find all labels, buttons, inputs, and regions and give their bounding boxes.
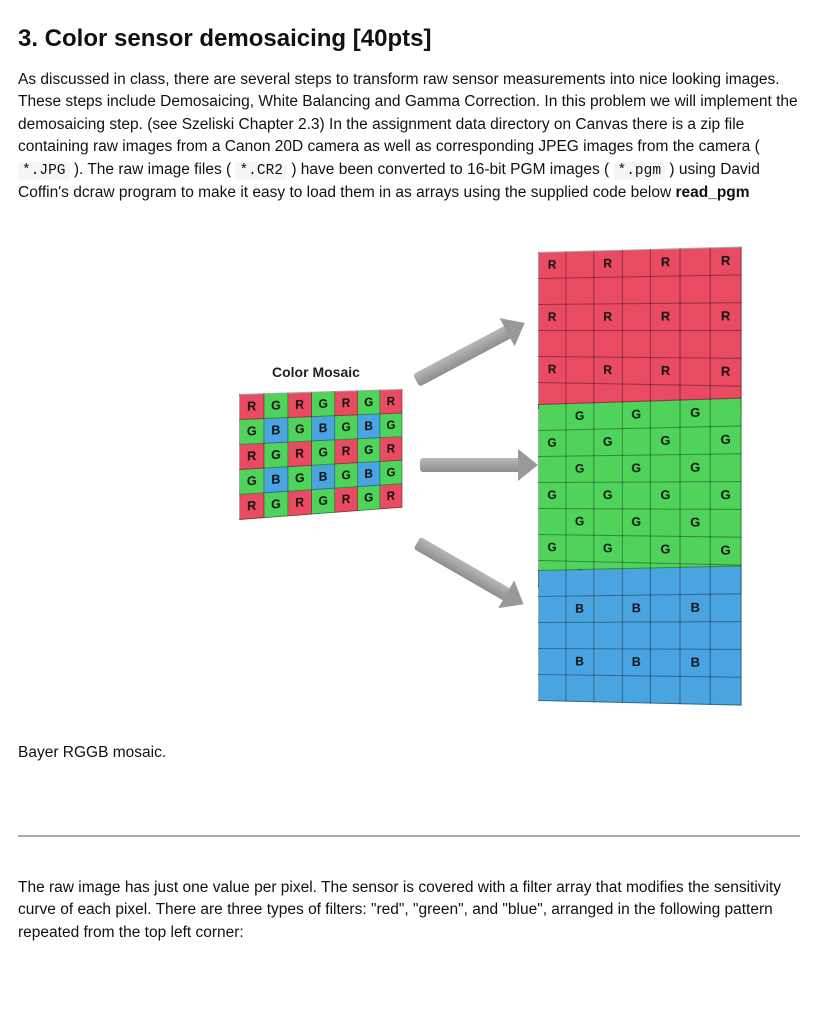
section-divider <box>18 835 800 837</box>
mosaic-label: Color Mosaic <box>272 362 360 382</box>
green-plane-grid: GGGGGGGGGGGGGGGGGGGGGGGG <box>538 398 742 594</box>
bayer-mosaic-panel: RGRGRGRGBGBGBGRGRGRGRGBGBGBGRGRGRGR <box>239 389 402 520</box>
code-pgm: *.pgm <box>614 162 666 180</box>
para1-text-c: ) have been converted to 16-bit PGM imag… <box>291 161 613 178</box>
para2: The raw image has just one value per pix… <box>18 877 800 944</box>
para1-text-b: ). The raw image files ( <box>74 161 236 178</box>
figure-caption: Bayer RGGB mosaic. <box>18 742 800 764</box>
arrow-to-red <box>413 325 512 387</box>
green-plane: GGGGGGGGGGGGGGGGGGGGGGGG <box>538 398 742 594</box>
blue-plane: BBBBBB <box>538 566 742 706</box>
figure-stage: Color Mosaic RGRGRGRGBGBGBGRGRGRGRGBGBGB… <box>84 234 734 724</box>
blue-plane-grid: BBBBBB <box>538 566 742 706</box>
arrow-to-green <box>420 458 520 472</box>
code-jpg: *.JPG <box>18 162 70 180</box>
red-plane-grid: RRRRRRRRRRRR <box>538 247 742 415</box>
red-plane: RRRRRRRRRRRR <box>538 247 742 415</box>
code-cr2: *.CR2 <box>235 162 287 180</box>
bayer-figure: Color Mosaic RGRGRGRGBGBGBGRGRGRGRGBGBGB… <box>18 234 800 724</box>
arrow-to-blue <box>414 537 512 602</box>
para1-text-a: As discussed in class, there are several… <box>18 71 798 155</box>
intro-paragraph: As discussed in class, there are several… <box>18 69 800 204</box>
read-pgm-bold: read_pgm <box>675 184 749 201</box>
bayer-grid: RGRGRGRGBGBGBGRGRGRGRGBGBGBGRGRGRGR <box>239 389 402 520</box>
section-title: 3. Color sensor demosaicing [40pts] <box>18 22 800 57</box>
